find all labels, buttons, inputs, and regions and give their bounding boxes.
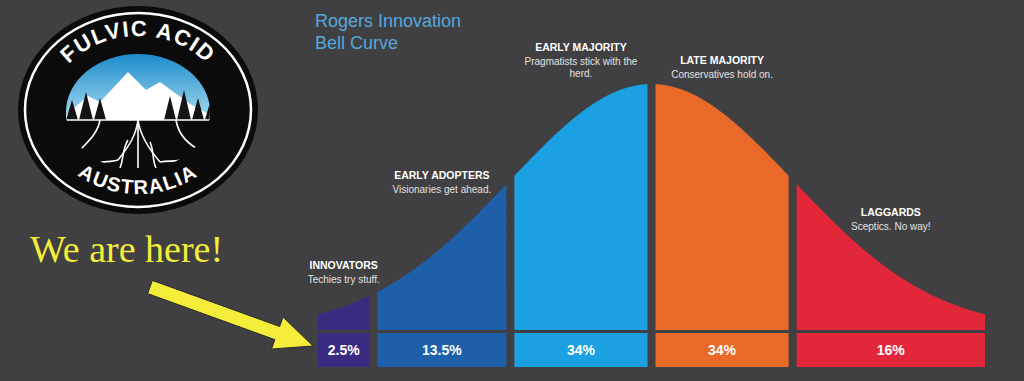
value-box — [377, 333, 506, 367]
logo-tree — [164, 96, 176, 120]
chart-title: Rogers InnovationBell Curve — [315, 11, 461, 53]
value-box — [318, 333, 369, 367]
plot-area — [318, 84, 985, 367]
value-box — [797, 333, 985, 367]
logo-root — [176, 120, 196, 148]
value-box — [656, 333, 789, 367]
value-box — [514, 333, 647, 367]
logo-root — [160, 158, 186, 162]
logo-root — [120, 140, 128, 168]
logo-root — [138, 120, 160, 162]
chart-svg: FULVIC ACID AUSTRALIA Rogers InnovationBel… — [0, 0, 1024, 381]
logo-root — [92, 160, 118, 165]
data-label: 2.5% — [328, 342, 360, 358]
logo-bottom-text: AUSTRALIA — [75, 160, 201, 198]
logo-tree — [205, 102, 215, 120]
annotation-arrow — [148, 280, 313, 349]
chart-root: FULVIC ACID AUSTRALIA Rogers InnovationBel… — [0, 0, 1024, 381]
category-description: Sceptics. No way! — [851, 221, 930, 232]
logo-background — [18, 6, 258, 214]
category-description-line: Pragmatists stick with the — [525, 56, 638, 67]
data-label: 16% — [877, 342, 906, 358]
logo-root — [80, 120, 100, 150]
logo-root — [150, 142, 156, 168]
logo-tree — [66, 100, 78, 120]
logo-mountains — [60, 72, 220, 120]
category-label: LAGGARDS — [861, 206, 921, 218]
data-label: 13.5% — [422, 342, 462, 358]
category-label: EARLY MAJORITY — [535, 41, 627, 53]
labels: 2.5% 13.5% 34% 34% 16% INNOVATORS Techies try … — [308, 41, 931, 358]
curve-segment — [318, 296, 369, 330]
category-description-line: Conservatives hold on. — [671, 69, 773, 80]
curve-segment — [797, 184, 985, 330]
logo-root — [137, 120, 139, 168]
category-description-line: herd. — [570, 68, 593, 79]
logo-tree — [177, 90, 191, 120]
logo-tree — [192, 98, 204, 120]
annotation-text: We are here! — [30, 228, 223, 270]
logo-ring — [25, 13, 251, 207]
category-description-line: Visionaries get ahead. — [392, 184, 491, 195]
category-description: Visionaries get ahead. — [392, 184, 491, 195]
category-description: Techies try stuff. — [308, 274, 380, 285]
logo-scene — [58, 50, 220, 180]
chart-title-line: Bell Curve — [315, 33, 398, 53]
category-description: Pragmatists stick with theherd. — [525, 56, 638, 79]
logo-tree — [94, 98, 106, 120]
logo-top-text: FULVIC ACID — [55, 16, 220, 68]
data-label: 34% — [708, 342, 737, 358]
curve-segment — [514, 84, 647, 330]
curve-segment — [656, 84, 789, 330]
category-label: INNOVATORS — [310, 259, 378, 271]
logo-root — [118, 120, 138, 160]
category-description: Conservatives hold on. — [671, 69, 773, 80]
chart-title-line: Rogers Innovation — [315, 11, 461, 31]
category-label: LATE MAJORITY — [680, 54, 764, 66]
logo-tree — [79, 92, 93, 120]
logo: FULVIC ACID AUSTRALIA — [18, 6, 258, 214]
category-description-line: Techies try stuff. — [308, 274, 380, 285]
logo-bottom-text-path: AUSTRALIA — [75, 160, 201, 198]
background — [0, 0, 1024, 381]
logo-horizon — [58, 119, 218, 121]
data-label: 34% — [567, 342, 596, 358]
category-description-line: Sceptics. No way! — [851, 221, 930, 232]
curve-segment — [377, 184, 506, 330]
category-label: EARLY ADOPTERS — [394, 169, 489, 181]
logo-top-text-path: FULVIC ACID — [55, 16, 220, 68]
